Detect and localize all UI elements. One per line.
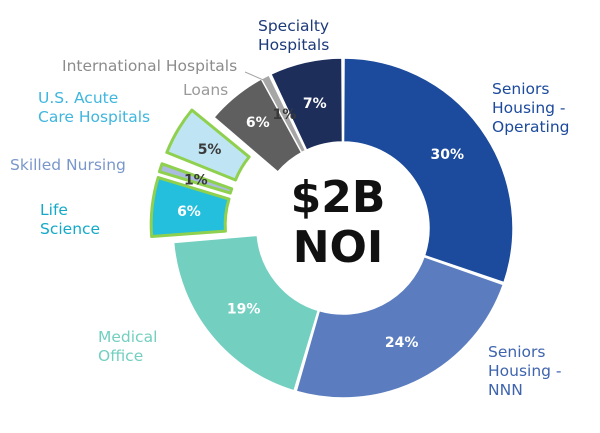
category-label-medical-office: Medical Office <box>98 328 157 365</box>
center-label-line-2: NOI <box>293 222 384 273</box>
category-label-life-science: Life Science <box>40 201 100 238</box>
category-labels: Seniors Housing -Operating Seniors Housing … <box>10 17 570 399</box>
slice-life-science <box>149 176 231 239</box>
category-label-loans: Loans <box>183 81 228 99</box>
leader-line-international-hospitals <box>244 71 269 83</box>
slice-medical-office <box>172 234 320 392</box>
slice-specialty-hospitals <box>270 57 344 151</box>
value-label-loans: 6% <box>246 115 270 131</box>
slice-seniors-housing-operating <box>342 57 514 284</box>
value-label-seniors-housing-operating: 30% <box>431 147 465 163</box>
slice-value-labels: 30%24%19%6%1%5%6% 1%7% <box>177 96 464 351</box>
category-label-seniors-housing-nnn: Seniors Housing -NNN <box>488 343 562 399</box>
leader-lines <box>244 71 269 83</box>
value-label-specialty-hospitals: 7% <box>303 96 327 112</box>
center-label-line-1: $2B <box>291 172 386 223</box>
category-label-skilled-nursing: Skilled Nursing <box>10 156 126 174</box>
value-label-life-science: 6% <box>177 204 201 220</box>
value-label-international-hospitals: 1% <box>272 107 296 123</box>
value-label-medical-office: 19% <box>227 302 261 318</box>
slice-international-hospitals <box>260 74 307 154</box>
donut-slices <box>149 57 514 399</box>
slice-skilled-nursing <box>157 162 234 195</box>
category-label-international-hospitals: International Hospitals <box>62 57 237 75</box>
value-label-seniors-housing-nnn: 24% <box>385 335 419 351</box>
category-label-specialty-hospitals: Specialty Hospitals <box>258 17 329 54</box>
category-label-seniors-housing-operating: Seniors Housing -Operating <box>492 80 570 136</box>
value-label-u-s-acute-care-hospitals: 5% <box>198 142 222 158</box>
category-label-u-s-acute-care-hospitals: U.S. Acute Care Hospitals <box>38 89 150 126</box>
value-label-skilled-nursing: 1% <box>184 172 208 188</box>
slice-seniors-housing-nnn <box>295 255 505 399</box>
slice-u-s-acute-care-hospitals <box>165 108 251 182</box>
